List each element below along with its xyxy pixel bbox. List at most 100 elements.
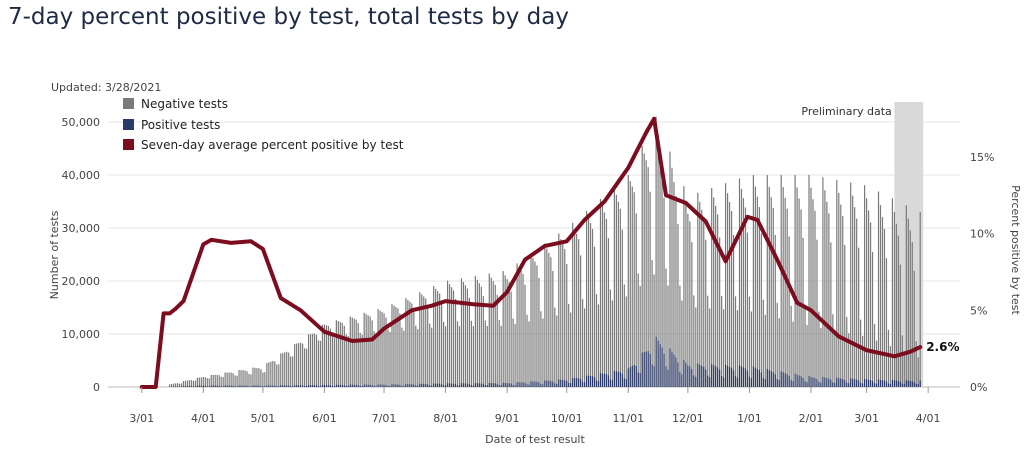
y-right-tick-label: 10% — [970, 228, 994, 241]
positive-bar — [437, 383, 439, 387]
negative-bar — [784, 197, 786, 387]
negative-bar — [359, 332, 361, 387]
positive-bar — [901, 383, 903, 387]
negative-bar — [395, 306, 397, 387]
negative-bar — [347, 336, 349, 387]
positive-bar — [385, 384, 387, 387]
positive-bar — [369, 384, 371, 387]
positive-bar — [532, 381, 534, 387]
positive-bar — [593, 377, 596, 387]
negative-bar — [496, 294, 498, 387]
positive-bar — [879, 379, 882, 387]
positive-bar — [907, 380, 909, 387]
negative-bar — [331, 335, 334, 387]
positive-bar — [510, 383, 512, 387]
positive-bar — [919, 380, 921, 387]
x-tick-label: 4/01 — [191, 412, 216, 425]
positive-bar — [711, 364, 713, 387]
positive-bar — [395, 384, 397, 387]
negative-bar — [907, 218, 909, 387]
positive-bar — [635, 365, 637, 387]
positive-bar — [869, 380, 872, 387]
positive-bar — [790, 380, 792, 387]
positive-bar — [524, 382, 526, 387]
positive-bar — [464, 383, 467, 387]
negative-bar — [629, 181, 631, 387]
positive-bar — [468, 384, 471, 387]
negative-bar — [593, 246, 596, 387]
y-left-tick-label: 50,000 — [62, 116, 101, 129]
negative-bar — [351, 317, 353, 387]
positive-bar — [282, 385, 284, 387]
positive-bar — [268, 385, 270, 387]
negative-bar — [619, 208, 621, 387]
negative-bar — [830, 242, 832, 387]
positive-bar — [607, 375, 610, 387]
y-right-tick-label: 5% — [970, 304, 987, 317]
positive-bar — [578, 378, 580, 387]
negative-bar — [294, 343, 296, 387]
negative-bar — [254, 367, 256, 387]
negative-bar — [178, 383, 181, 387]
positive-bar — [816, 379, 818, 387]
negative-bar — [494, 284, 496, 387]
positive-bar — [685, 362, 687, 387]
positive-bar — [552, 381, 554, 387]
negative-bar — [391, 304, 393, 387]
positive-bar — [228, 385, 230, 387]
negative-bar — [403, 330, 405, 387]
positive-bar — [772, 372, 774, 387]
negative-bar — [194, 380, 196, 387]
negative-bar — [168, 384, 171, 387]
negative-bar — [621, 229, 623, 387]
negative-bar — [860, 319, 862, 387]
negative-bar — [530, 253, 532, 387]
positive-bar — [587, 375, 590, 387]
negative-bar — [744, 207, 747, 387]
positive-bar — [812, 377, 814, 387]
positive-bar — [506, 383, 508, 387]
positive-bar — [496, 383, 498, 387]
positive-bar — [736, 377, 739, 387]
negative-bar — [657, 134, 659, 387]
positive-bar — [486, 385, 488, 387]
positive-bar — [691, 369, 693, 387]
negative-bar — [186, 380, 189, 387]
negative-bar — [820, 327, 822, 387]
positive-bar — [744, 368, 747, 387]
y-left-tick-label: 30,000 — [62, 222, 101, 235]
positive-bar — [655, 336, 657, 387]
positive-bar — [462, 383, 465, 387]
positive-bar — [540, 383, 542, 387]
positive-bar — [770, 371, 772, 387]
positive-bar — [389, 385, 391, 387]
negative-bar — [210, 374, 212, 387]
positive-bar — [226, 385, 228, 387]
positive-bar — [186, 386, 189, 387]
x-axis: 3/01 4/01 5/01 6/01 7/01 8/01 9/01 10/01 11/01 12… — [129, 387, 941, 425]
negative-bar — [627, 175, 629, 387]
positive-bar — [448, 383, 451, 387]
x-axis-label: Date of test result — [485, 433, 585, 446]
negative-bar — [536, 265, 538, 387]
positive-bar — [854, 379, 856, 387]
negative-bar — [369, 316, 371, 387]
legend-swatch-positive — [123, 119, 134, 130]
positive-bar — [568, 382, 570, 387]
negative-bar — [742, 198, 745, 387]
negative-bar — [865, 198, 868, 387]
negative-bar — [349, 316, 351, 387]
positive-bar — [415, 385, 417, 387]
positive-bar — [834, 382, 836, 387]
positive-bar — [788, 376, 790, 387]
negative-bar — [556, 315, 558, 387]
negative-bar — [439, 293, 441, 387]
negative-bar — [778, 318, 780, 387]
positive-bar — [204, 385, 206, 387]
negative-bar — [585, 210, 588, 387]
negative-bar — [379, 310, 381, 387]
positive-bar — [206, 386, 208, 387]
positive-bar — [806, 382, 808, 387]
positive-bar — [564, 380, 566, 387]
negative-bar — [883, 229, 886, 387]
